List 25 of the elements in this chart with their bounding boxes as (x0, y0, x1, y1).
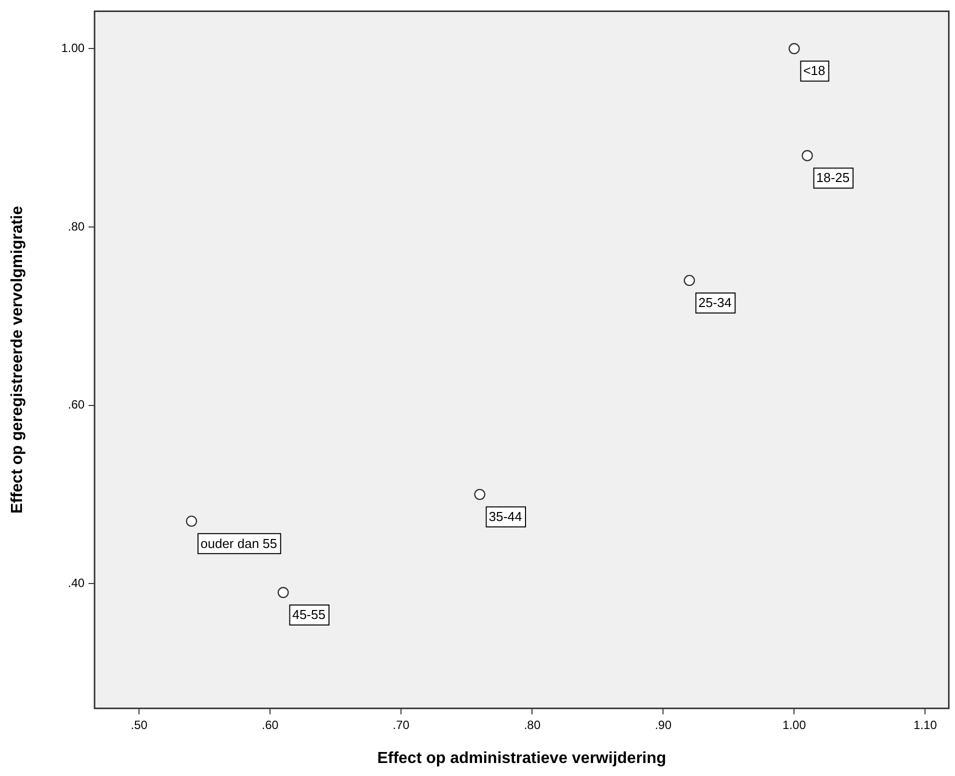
point (186, 516, 198, 527)
point (802, 150, 813, 162)
x-tick-label: .90 (654, 718, 672, 732)
y-axis-title: Effect op geregistreerde vervolgmigratie (9, 206, 26, 514)
x-tick-label: 1.10 (914, 718, 938, 732)
annotation: 45-55 (292, 607, 326, 622)
x-tick-label: .60 (262, 718, 279, 732)
y-tick-label: .80 (68, 219, 85, 234)
x-axis-title: Effect op administratieve verwijdering (377, 750, 666, 767)
x-tick-label: .50 (130, 718, 148, 732)
x-tick-label: .80 (524, 718, 541, 732)
point (474, 488, 486, 500)
y-tick-label: .40 (68, 576, 85, 590)
y-tick-label: .60 (68, 398, 85, 412)
annotation: 35-44 (488, 509, 522, 524)
annotation: ouder dan 55 (200, 536, 278, 551)
annotation: <18 (803, 63, 826, 78)
annotation: 25-34 (698, 295, 732, 310)
annotation: 18-25 (816, 170, 850, 186)
point (278, 586, 289, 598)
x-tick-label: .70 (392, 718, 410, 732)
point (788, 43, 800, 54)
y-tick-label: 1.00 (61, 40, 85, 55)
point (684, 274, 695, 286)
x-tick-label: 1.00 (782, 718, 806, 732)
